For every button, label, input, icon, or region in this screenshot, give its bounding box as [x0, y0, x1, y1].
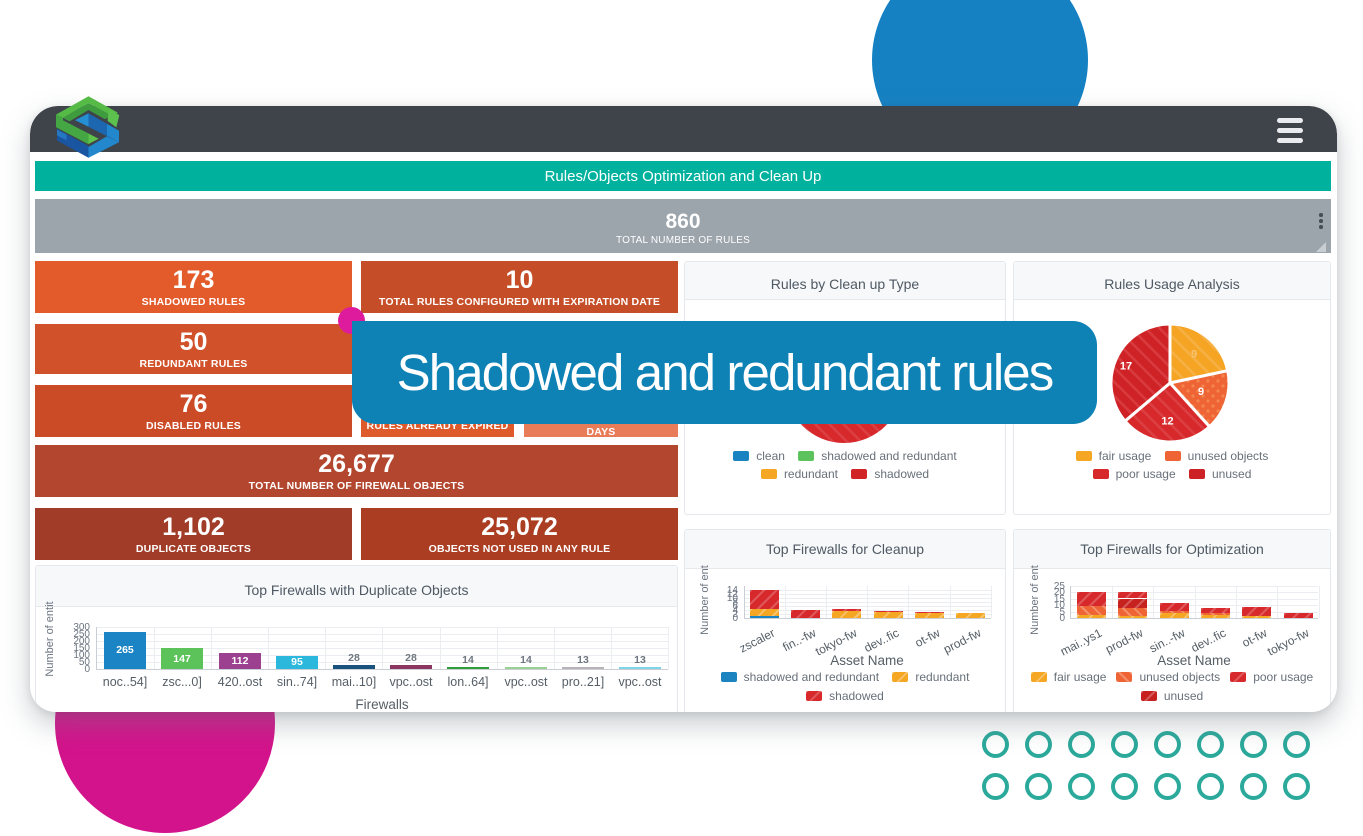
svg-text:9: 9	[1198, 386, 1204, 398]
svg-text:12: 12	[1161, 416, 1173, 428]
svg-text:17: 17	[1120, 361, 1132, 373]
svg-text:9: 9	[1191, 349, 1197, 361]
